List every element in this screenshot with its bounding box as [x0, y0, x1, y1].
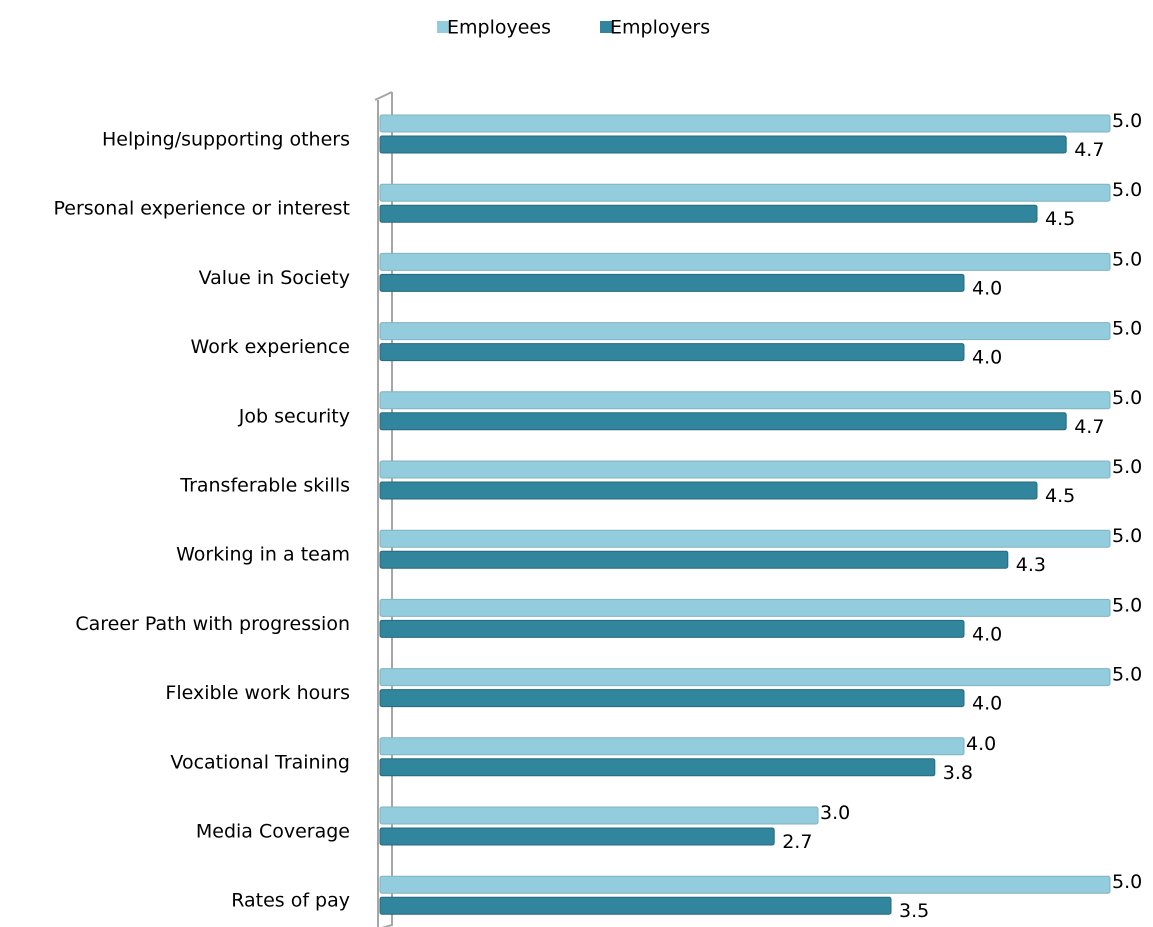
bar	[379, 135, 1067, 154]
bar	[379, 481, 1038, 500]
value-label: 5.0	[1112, 525, 1142, 547]
bar	[379, 598, 1111, 617]
value-label: 5.0	[1112, 110, 1142, 132]
bar	[379, 252, 1111, 271]
axis-wall	[381, 92, 393, 927]
bar	[379, 391, 1111, 410]
y-tick-label: Media Coverage	[196, 821, 350, 843]
bar	[379, 322, 1111, 341]
bar	[379, 758, 936, 777]
value-label: 4.0	[972, 277, 1002, 299]
legend-label: Employers	[610, 17, 710, 39]
value-label: 4.5	[1045, 485, 1075, 507]
bar	[379, 273, 965, 292]
bar	[379, 460, 1111, 479]
bar	[379, 737, 965, 756]
y-tick-label: Value in Society	[199, 267, 350, 289]
value-label: 4.5	[1045, 208, 1075, 230]
y-tick-label: Transferable skills	[179, 475, 350, 497]
value-label: 5.0	[1112, 248, 1142, 270]
y-tick-label: Personal experience or interest	[53, 198, 350, 220]
axis-wall-top	[374, 91, 393, 101]
bar	[379, 806, 819, 825]
y-tick-label: Career Path with progression	[75, 613, 350, 635]
value-label: 5.0	[1112, 387, 1142, 409]
y-tick-label: Work experience	[191, 336, 350, 358]
bar	[379, 875, 1111, 894]
value-label: 4.7	[1074, 139, 1104, 161]
bar	[379, 529, 1111, 548]
bar	[379, 114, 1111, 133]
y-tick-label: Flexible work hours	[165, 682, 350, 704]
bar	[379, 204, 1038, 223]
value-label: 3.8	[943, 762, 973, 784]
bar	[379, 668, 1111, 687]
bar	[379, 689, 965, 708]
bar	[379, 896, 892, 915]
legend-swatch	[600, 21, 612, 33]
bar	[379, 550, 1009, 569]
bar	[379, 619, 965, 638]
value-label: 4.0	[966, 733, 996, 755]
value-label: 3.0	[820, 802, 850, 824]
value-label: 4.7	[1074, 416, 1104, 438]
y-tick-label: Helping/supporting others	[102, 129, 350, 151]
y-tick-label: Working in a team	[176, 544, 350, 566]
bar	[379, 343, 965, 362]
bar	[379, 827, 775, 846]
legend-swatch	[437, 21, 449, 33]
legend-label: Employees	[447, 17, 551, 39]
value-label: 4.3	[1016, 554, 1046, 576]
value-label: 4.0	[972, 623, 1002, 645]
value-label: 5.0	[1112, 871, 1142, 893]
value-label: 4.0	[972, 347, 1002, 369]
value-label: 5.0	[1112, 664, 1142, 686]
y-tick-label: Rates of pay	[231, 890, 350, 912]
value-label: 5.0	[1112, 594, 1142, 616]
value-label: 3.5	[899, 900, 929, 922]
bar	[379, 183, 1111, 202]
value-label: 2.7	[782, 831, 812, 853]
y-tick-label: Vocational Training	[170, 751, 350, 773]
value-label: 4.0	[972, 693, 1002, 715]
value-label: 5.0	[1112, 179, 1142, 201]
bar	[379, 412, 1067, 431]
value-label: 5.0	[1112, 456, 1142, 478]
value-label: 5.0	[1112, 318, 1142, 340]
y-tick-label: Job security	[238, 405, 350, 427]
